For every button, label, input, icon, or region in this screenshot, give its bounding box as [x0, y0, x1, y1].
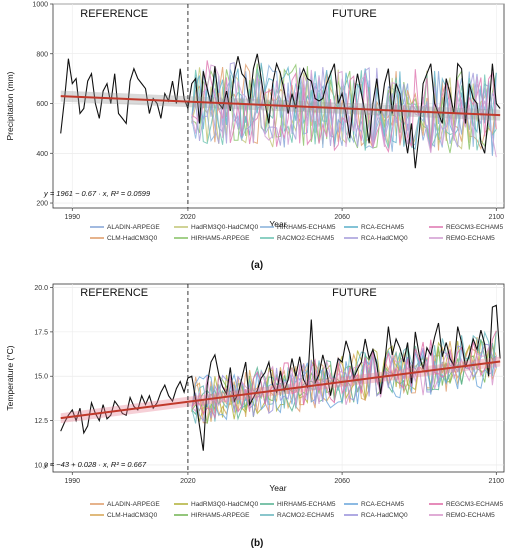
legend-label: RCA-HadCMQ0 [361, 235, 408, 242]
x-tick-label: 2020 [180, 478, 196, 485]
legend-label: HIRHAM5-ARPEGE [191, 235, 250, 242]
legend-label: ALADIN-ARPEGE [107, 224, 160, 231]
model-series-group [60, 304, 501, 451]
y-tick-label: 200 [36, 201, 48, 208]
y-tick-label: 1000 [32, 2, 48, 9]
y-tick-label: 17.5 [34, 329, 48, 336]
legend-label: HadRM3Q0-HadCMQ0 [191, 224, 259, 231]
x-tick-label: 2060 [334, 214, 350, 221]
x-tick-label: 2100 [489, 214, 505, 221]
legend: ALADIN-ARPEGE CLM-HadCM3Q0 HadRM3Q0-HadCMQ… [90, 224, 503, 242]
legend-label: RACMO2-ECHAM5 [277, 512, 334, 519]
legend-label: HadRM3Q0-HadCMQ0 [191, 501, 259, 508]
legend-label: RCA-ECHAM5 [361, 224, 404, 231]
x-tick-label: 2060 [334, 478, 350, 485]
figure-caption: (b) [251, 538, 264, 549]
chart-panel-a: REFERENCE FUTURE y = 1961 − 0.67 · x, R² =… [5, 2, 505, 271]
y-tick-label: 10.0 [34, 462, 48, 469]
legend-label: HIRHAM5-ECHAM5 [277, 224, 336, 231]
series-line-hirham5-arpege [191, 346, 497, 424]
y-tick-label: 12.5 [34, 418, 48, 425]
trend-line [60, 360, 501, 420]
regression-equation: y = 1961 − 0.67 · x, R² = 0.0599 [43, 189, 151, 198]
legend-label: REMO-ECHAM5 [446, 512, 495, 519]
x-axis-label: Year [269, 219, 286, 229]
regression-equation: y = −43 + 0.028 · x, R² = 0.667 [43, 460, 147, 469]
y-tick-label: 20.0 [34, 285, 48, 292]
chart-panel-b: REFERENCE FUTURE y = −43 + 0.028 · x, R² =… [5, 283, 505, 549]
legend-label: REGCM3-ECHAM5 [446, 224, 503, 231]
region-label-reference: REFERENCE [80, 287, 148, 299]
x-tick-label: 2020 [180, 214, 196, 221]
y-tick-label: 15.0 [34, 374, 48, 381]
x-tick-label: 1990 [64, 478, 80, 485]
region-label-reference: REFERENCE [80, 8, 148, 20]
legend-label: REMO-ECHAM5 [446, 235, 495, 242]
x-tick-label: 1990 [64, 214, 80, 221]
legend-label: CLM-HadCM3Q0 [107, 235, 158, 242]
series-line-remo-echam5 [191, 345, 497, 413]
series-line-rca-hadcmq0 [191, 343, 497, 423]
region-label-future: FUTURE [332, 8, 377, 20]
legend: ALADIN-ARPEGE CLM-HadCM3Q0 HadRM3Q0-HadCMQ… [90, 501, 503, 519]
y-tick-label: 600 [36, 101, 48, 108]
legend-label: REGCM3-ECHAM5 [446, 501, 503, 508]
figure-caption: (a) [251, 260, 263, 271]
x-tick-label: 2100 [489, 478, 505, 485]
y-tick-label: 800 [36, 51, 48, 58]
trend-line [60, 95, 501, 117]
legend-label: RCA-ECHAM5 [361, 501, 404, 508]
y-axis-label: Temperature (°C) [5, 345, 15, 410]
legend-label: RCA-HadCMQ0 [361, 512, 408, 519]
y-axis-label: Precipitation (mm) [5, 71, 15, 140]
legend-label: HIRHAM5-ARPEGE [191, 512, 250, 519]
y-tick-label: 400 [36, 151, 48, 158]
model-series-group [60, 53, 501, 169]
legend-label: RACMO2-ECHAM5 [277, 235, 334, 242]
region-label-future: FUTURE [332, 287, 377, 299]
x-axis-label: Year [269, 483, 286, 493]
legend-label: HIRHAM5-ECHAM5 [277, 501, 336, 508]
plot-frame [52, 283, 505, 473]
observed-line [60, 304, 501, 451]
observed-line [60, 53, 501, 169]
legend-label: ALADIN-ARPEGE [107, 501, 160, 508]
legend-label: CLM-HadCM3Q0 [107, 512, 158, 519]
